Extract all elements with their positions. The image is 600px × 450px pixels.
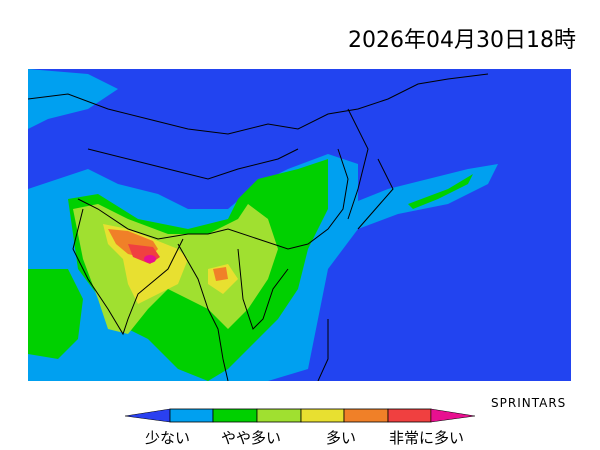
country-borders — [28, 73, 489, 381]
legend-label-slightly-high: やや多い — [221, 429, 282, 447]
legend-swatch-6 — [387, 408, 432, 423]
level-magenta — [144, 255, 156, 263]
legend-swatch-5 — [343, 408, 389, 423]
legend-swatch-3 — [256, 408, 302, 423]
forecast-datetime-title: 2026年04月30日18時 — [348, 28, 576, 53]
color-legend — [125, 408, 475, 423]
legend-swatch-1 — [169, 408, 214, 423]
aerosol-map — [28, 69, 571, 381]
sprintars-credit: SPRINTARS — [491, 396, 567, 410]
legend-label-low: 少ない — [145, 429, 191, 447]
legend-arrow-high — [430, 408, 475, 423]
legend-label-high: 多い — [326, 429, 357, 447]
legend-swatch-4 — [300, 408, 345, 423]
legend-arrow-low — [125, 408, 171, 423]
legend-swatch-2 — [212, 408, 258, 423]
legend-label-very-high: 非常に多い — [389, 429, 465, 447]
